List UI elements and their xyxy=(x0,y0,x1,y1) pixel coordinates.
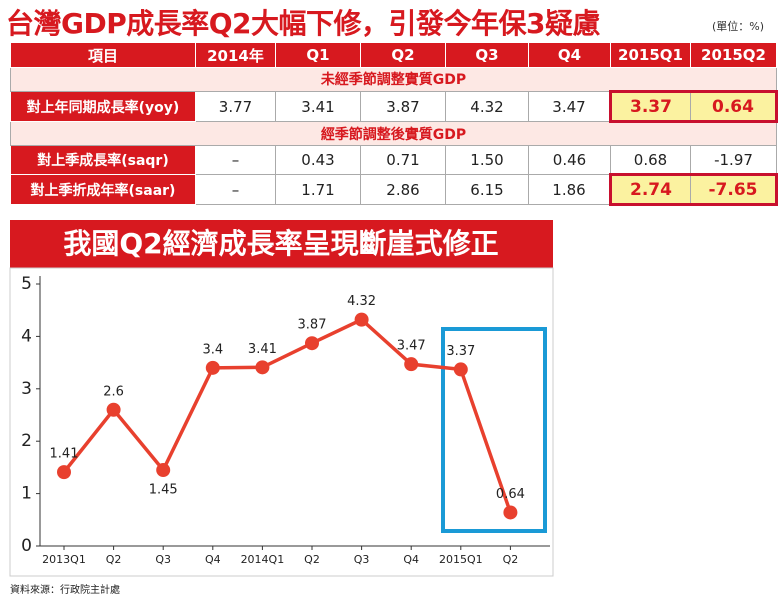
point xyxy=(404,357,419,372)
y-tick-label: 0 xyxy=(21,536,32,556)
point xyxy=(255,360,270,375)
point xyxy=(106,402,121,417)
cell: 4.32 xyxy=(445,91,529,122)
cell: – xyxy=(195,174,276,205)
source: 資料來源：行政院主計處 xyxy=(10,585,120,596)
cell: 3.47 xyxy=(528,91,611,122)
value-label: 3.41 xyxy=(248,342,277,357)
header-cell: Q1 xyxy=(275,42,361,68)
header-cell: 項目 xyxy=(10,42,196,68)
y-tick-label: 4 xyxy=(21,326,32,346)
cell: – xyxy=(195,145,276,175)
row-label: 對上季折成年率(saar) xyxy=(10,174,196,205)
unit: (單位：%) xyxy=(712,20,765,33)
row-label: 對上年同期成長率(yoy) xyxy=(10,91,196,122)
section-row: 未經季節調整實質GDP xyxy=(10,67,777,92)
header-cell: 2015Q2 xyxy=(690,42,777,68)
header-row: 項目 2014年 Q1 Q2 Q3 Q4 2015Q1 2015Q2 xyxy=(10,42,777,68)
value-label: 0.64 xyxy=(496,487,525,502)
x-tick-label: Q2 xyxy=(503,553,519,566)
value-label: 3.37 xyxy=(446,344,475,359)
cell: 3.41 xyxy=(275,91,361,122)
cell: 0.64 xyxy=(690,90,778,123)
x-tick-label: Q2 xyxy=(106,553,122,566)
value-label: 3.87 xyxy=(298,318,327,333)
value-label: 1.41 xyxy=(50,447,79,462)
header-cell: Q3 xyxy=(445,42,529,68)
data-row: 對上季折成年率(saar) –1.71 2.86 6.15 1.86 2.74 -7.65 xyxy=(10,173,778,206)
cell: 0.68 xyxy=(610,145,691,175)
y-tick-label: 5 xyxy=(21,274,32,294)
value-label: 3.4 xyxy=(202,342,223,357)
section-title: 經季節調整後實質GDP xyxy=(10,121,777,146)
x-tick-label: Q3 xyxy=(155,553,171,566)
point xyxy=(503,505,518,520)
cell: 0.43 xyxy=(275,145,361,175)
point xyxy=(57,465,71,480)
cell: 2.74 xyxy=(609,173,691,206)
cell: 0.46 xyxy=(528,145,611,175)
y-tick-label: 3 xyxy=(21,379,32,399)
cell: 1.86 xyxy=(528,174,611,205)
point xyxy=(156,463,171,478)
value-label: 2.6 xyxy=(103,384,124,399)
value-label: 1.45 xyxy=(149,483,178,498)
x-tick-label: 2013Q1 xyxy=(42,553,86,566)
x-tick-label: Q3 xyxy=(354,553,370,566)
data-row: 對上年同期成長率(yoy) 3.77 3.41 3.87 4.32 3.47 3.37 0.6… xyxy=(10,90,778,123)
row-label: 對上季成長率(saqr) xyxy=(10,145,196,175)
header-cell: Q2 xyxy=(360,42,446,68)
section-row: 經季節調整後實質GDP xyxy=(10,121,777,146)
y-tick-label: 1 xyxy=(21,484,32,504)
cell: 1.50 xyxy=(445,145,529,175)
title: 台灣GDP成長率Q2大幅下修，引發今年保3疑慮 xyxy=(6,7,601,40)
header-cell: 2014年 xyxy=(195,42,276,68)
cell: -1.97 xyxy=(690,145,777,175)
point xyxy=(354,312,369,327)
value-label: 4.32 xyxy=(347,294,376,309)
y-tick-label: 2 xyxy=(21,431,32,451)
header-cell: 2015Q1 xyxy=(610,42,691,68)
cell: 1.71 xyxy=(275,174,361,205)
chart-title: 我國Q2經濟成長率呈現斷崖式修正 xyxy=(63,227,498,260)
data-table: 項目 2014年 Q1 Q2 Q3 Q4 2015Q1 2015Q2 未經季節調整實質GDP 對上… xyxy=(10,42,778,206)
x-tick-label: Q2 xyxy=(304,553,320,566)
chart-title-bar xyxy=(10,220,553,268)
cell: 6.15 xyxy=(445,174,529,205)
cell: 0.71 xyxy=(360,145,446,175)
cell: 2.86 xyxy=(360,174,446,205)
x-tick-label: 2014Q1 xyxy=(241,553,285,566)
value-label: 3.47 xyxy=(397,339,426,354)
x-tick-label: Q4 xyxy=(403,553,419,566)
cell: 3.77 xyxy=(195,91,276,122)
point xyxy=(305,336,319,351)
point xyxy=(205,360,220,375)
highlight-box xyxy=(441,327,547,533)
cell: 3.87 xyxy=(360,91,446,122)
chart-frame xyxy=(9,267,554,577)
line xyxy=(62,317,513,514)
point xyxy=(453,362,468,377)
cell: -7.65 xyxy=(690,173,778,206)
header-cell: Q4 xyxy=(528,42,611,68)
cell: 3.37 xyxy=(609,90,691,123)
x-tick-label: 2015Q1 xyxy=(439,553,483,566)
section-title: 未經季節調整實質GDP xyxy=(10,67,777,92)
data-row: 對上季成長率(saqr) –0.43 0.71 1.50 0.46 0.68 -1.97 xyxy=(10,145,777,175)
x-tick-label: Q4 xyxy=(205,553,221,566)
